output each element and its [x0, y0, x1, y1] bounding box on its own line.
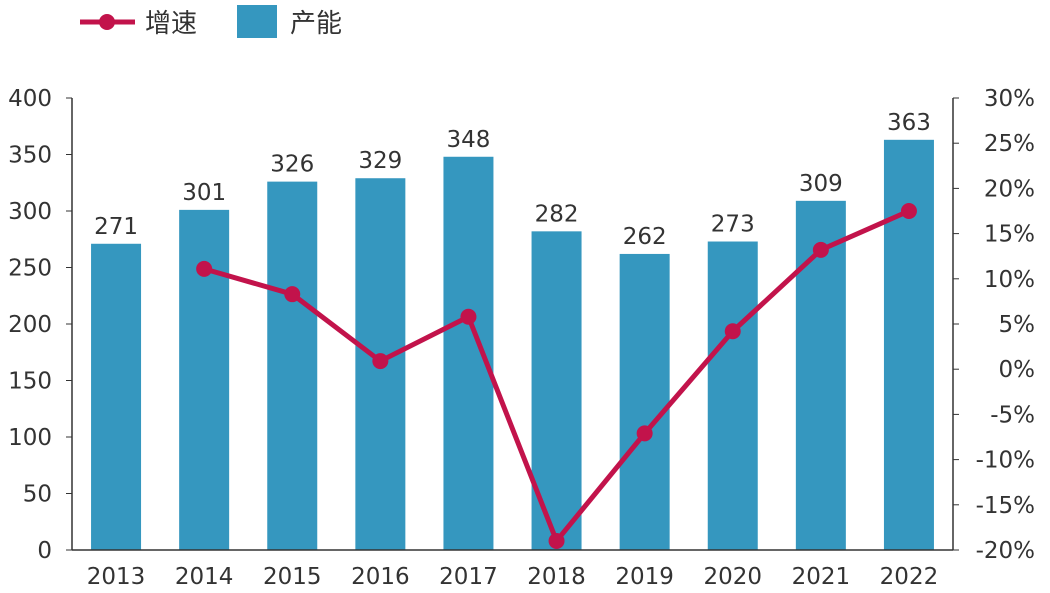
x-tick-label: 2014: [175, 564, 234, 590]
x-tick-label: 2016: [351, 564, 410, 590]
right-tick-label: -20%: [976, 538, 1035, 564]
x-tick-label: 2015: [263, 564, 322, 590]
right-tick-label: 20%: [984, 176, 1035, 202]
left-tick-label: 0: [37, 538, 52, 564]
x-tick-label: 2013: [87, 564, 146, 590]
growth-point-2014: [196, 260, 213, 277]
data-label-2014: 301: [182, 180, 226, 206]
bar-2017: [443, 156, 494, 550]
growth-point-2016: [372, 353, 389, 370]
data-label-2019: 262: [623, 224, 667, 250]
data-label-2016: 329: [358, 148, 402, 174]
bar-2015: [267, 181, 318, 550]
growth-point-2019: [636, 425, 653, 442]
x-tick-label: 2019: [615, 564, 674, 590]
growth-point-2020: [724, 323, 741, 340]
right-tick-label: 25%: [984, 131, 1035, 157]
right-tick-label: -10%: [976, 448, 1035, 474]
right-tick-label: 15%: [984, 222, 1035, 248]
right-tick-label: 30%: [984, 86, 1035, 112]
growth-point-2022: [900, 203, 917, 219]
right-tick-label: 5%: [999, 312, 1036, 338]
data-label-2021: 309: [799, 171, 843, 197]
legend-line-marker: [99, 14, 115, 30]
bar-2020: [707, 241, 758, 550]
legend-label-capacity: 产能: [290, 9, 342, 39]
left-tick-label: 50: [23, 482, 52, 508]
legend-label-growth: 增速: [145, 9, 197, 39]
left-tick-label: 100: [8, 425, 52, 451]
data-label-2017: 348: [446, 127, 490, 153]
x-tick-label: 2018: [527, 564, 586, 590]
growth-point-2017: [460, 308, 477, 325]
left-tick-label: 150: [8, 369, 52, 395]
data-label-2020: 273: [711, 212, 755, 238]
data-label-2013: 271: [94, 214, 138, 240]
bar-2022: [883, 139, 934, 550]
x-tick-label: 2017: [439, 564, 498, 590]
growth-point-2015: [284, 286, 301, 303]
data-label-2015: 326: [270, 152, 314, 178]
left-tick-label: 300: [8, 199, 52, 225]
left-tick-label: 200: [8, 312, 52, 338]
right-tick-label: -15%: [976, 493, 1035, 519]
bar-2019: [619, 253, 670, 550]
right-tick-label: -5%: [990, 402, 1035, 428]
right-tick-label: 10%: [984, 267, 1035, 293]
bar-2013: [91, 243, 142, 550]
left-tick-label: 250: [8, 256, 52, 282]
data-label-2018: 282: [535, 201, 579, 227]
bar-2021: [795, 200, 846, 550]
data-label-2022: 363: [887, 110, 931, 136]
growth-point-2018: [548, 532, 565, 549]
left-tick-label: 350: [8, 143, 52, 169]
left-tick-label: 400: [8, 86, 52, 112]
legend: 增速 产能: [80, 5, 342, 39]
x-tick-label: 2020: [703, 564, 762, 590]
legend-bar-swatch: [237, 5, 277, 38]
growth-point-2021: [812, 241, 829, 258]
x-tick-label: 2021: [792, 564, 851, 590]
right-tick-label: 0%: [999, 357, 1036, 383]
x-tick-label: 2022: [880, 564, 939, 590]
